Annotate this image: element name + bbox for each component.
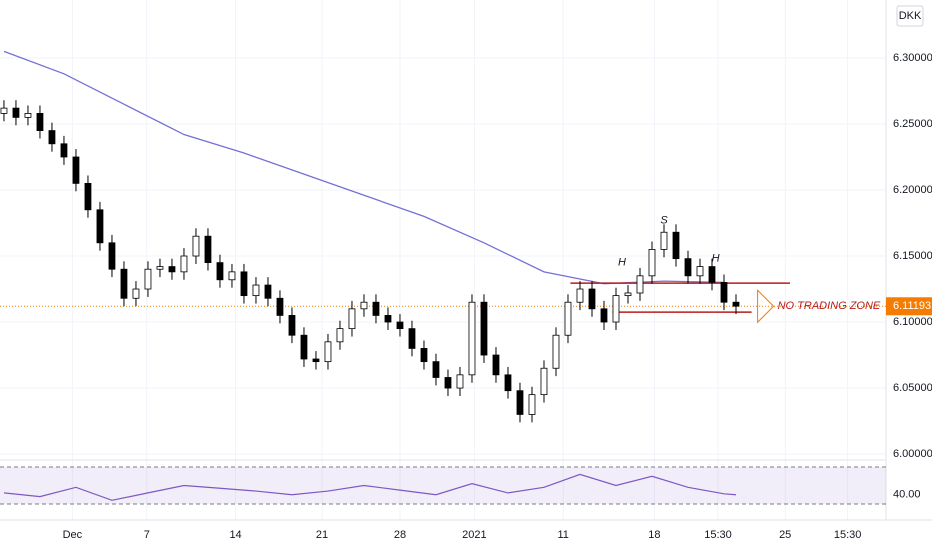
pattern-label: H [618,257,626,269]
candle-body [216,262,224,281]
candle-body [48,130,56,145]
candle-body [432,361,440,378]
candle-body [324,341,332,363]
pattern-label: H [712,253,720,265]
currency-label: DKK [899,10,922,22]
candle-body [408,328,416,349]
candle-body [732,301,740,307]
candle-body [252,284,260,297]
candle-body [36,113,44,131]
y-tick-label: 6.10000 [893,316,932,328]
candle-body [300,334,308,360]
y-tick-label: 6.00000 [893,448,932,460]
candle-body [192,235,200,257]
candle-body [120,268,128,299]
candle-body [264,284,272,299]
candle-body [516,390,524,415]
x-tick-label: 28 [394,529,406,541]
x-tick-label: 15:30 [834,529,862,541]
currency-box [896,5,924,27]
candle-body [72,156,80,184]
candle-body [348,308,356,330]
candle-body [420,348,428,363]
x-tick-label: 25 [779,529,791,541]
candle-body [480,301,488,356]
candle-body [132,288,140,299]
candle-body [396,321,404,330]
candle-body [720,282,728,303]
candle-body [60,143,68,158]
candle-body [240,271,248,297]
candle-body [660,231,668,250]
pattern-label: S [660,214,668,226]
candle-body [96,209,104,244]
candle-body [684,258,692,277]
candle-body [108,242,116,270]
candle-body [456,374,464,389]
candle-body [552,334,560,369]
rsi-tick-label: 40.00 [893,489,921,501]
candle-body [564,301,572,336]
candle-body [168,266,176,273]
candle-body [288,315,296,336]
y-tick-label: 6.15000 [893,250,932,262]
candle-body [624,292,632,297]
y-tick-label: 6.05000 [893,382,932,394]
candle-body [588,288,596,310]
x-tick-label: 21 [316,529,328,541]
x-tick-label: 15:30 [704,529,732,541]
last-price-tag [886,297,932,316]
candle-body [672,231,680,260]
candle-body [0,107,8,114]
candle-body [372,301,380,316]
candle-body [696,266,704,277]
candle-body [540,367,548,396]
candle-body [444,377,452,389]
x-tick-label: 18 [648,529,660,541]
candle-body [528,394,536,415]
arrow-marker [757,289,775,324]
x-tick-label: 11 [557,529,568,541]
zone-label: NO TRADING ZONE [778,300,881,312]
last-price-label: 6.11193 [893,300,931,312]
candle-body [360,301,368,310]
x-tick-label: 2021 [462,529,486,541]
candle-body [708,266,716,283]
candle-body [636,275,644,294]
candle-body [600,308,608,323]
y-tick-label: 6.30000 [893,52,932,64]
candle-body [336,328,344,343]
candle-body [312,358,320,363]
rsi-line [3,473,737,501]
candle-body [504,374,512,392]
candle-body [648,249,656,277]
candle-body [468,301,476,376]
candle-body [492,354,500,376]
x-tick-label: 7 [144,529,150,541]
candle-body [24,113,32,118]
candle-body [612,295,620,323]
candle-body [384,315,392,323]
candle-body [156,266,164,270]
candle-body [12,107,20,118]
candle-body [144,268,152,290]
candle-body [204,235,212,264]
candle-body [228,271,236,281]
y-tick-label: 6.25000 [893,118,932,130]
candle-body [180,255,188,273]
y-tick-label: 6.20000 [893,184,932,196]
candle-body [576,288,584,303]
candle-body [84,182,92,211]
x-tick-label: 14 [229,529,241,541]
x-tick-label: Dec [63,529,83,541]
rsi-band [0,466,886,504]
candle-body [276,297,284,316]
